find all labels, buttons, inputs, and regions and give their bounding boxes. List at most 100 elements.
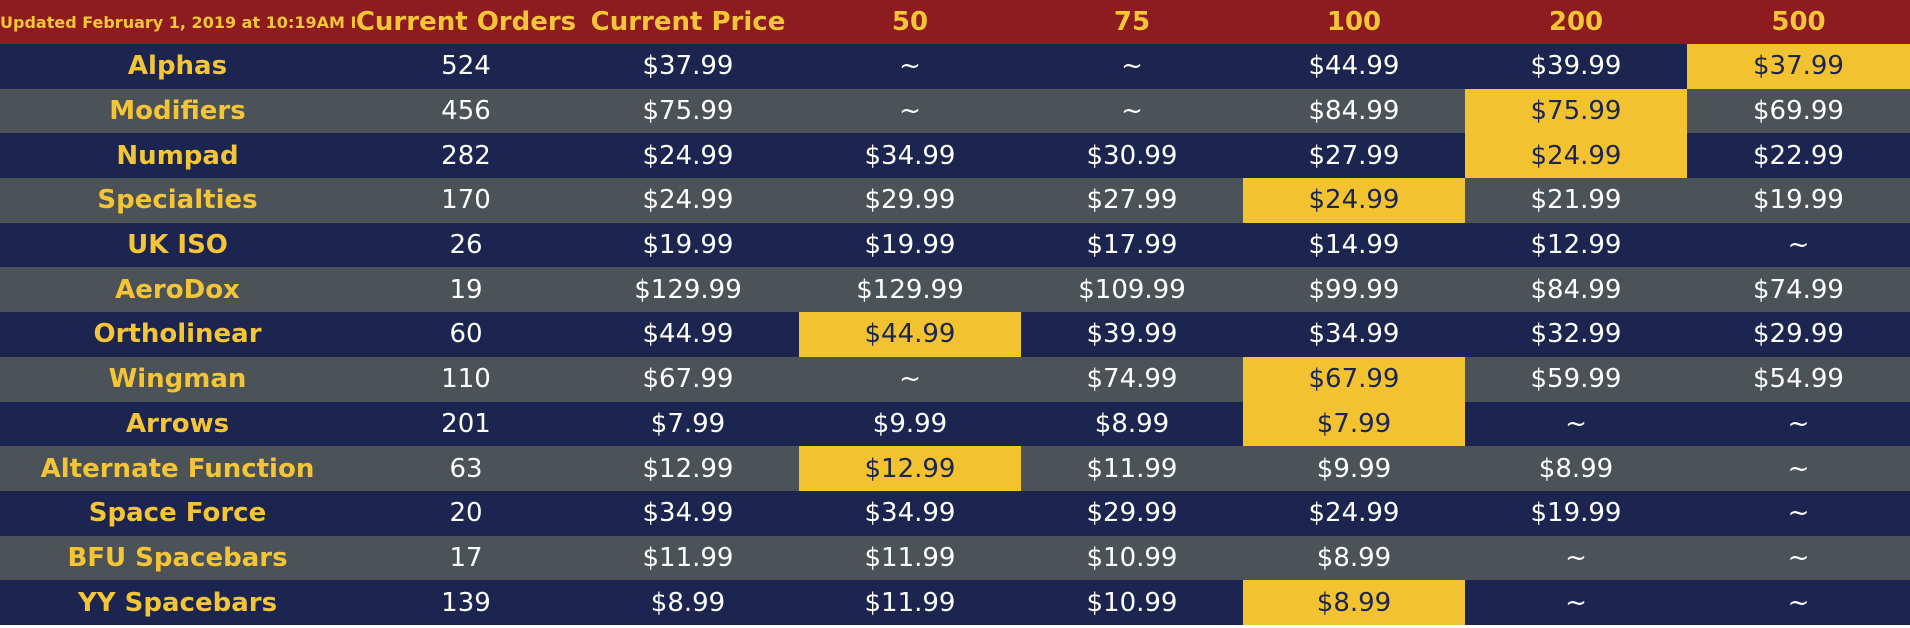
- tier-100-price-cell: $24.99: [1243, 490, 1465, 536]
- tier-75-price-cell: $109.99: [1021, 267, 1243, 313]
- header-tier-100: 100: [1243, 0, 1465, 44]
- table-row: Ortholinear 60 $44.99 $44.99 $39.99 $34.99 $32…: [0, 312, 1910, 357]
- product-name: Modifiers: [0, 88, 355, 134]
- tier-500-price-cell: ~: [1687, 535, 1910, 581]
- tier-100-price-cell: $24.99: [1243, 178, 1465, 223]
- current-orders-cell: 282: [355, 133, 577, 179]
- tier-500-price-cell: ~: [1687, 490, 1910, 536]
- tier-500-price-cell: ~: [1687, 401, 1910, 447]
- tier-500-price-cell: ~: [1687, 446, 1910, 491]
- tier-200-price-cell: $59.99: [1465, 356, 1687, 402]
- product-name: AeroDox: [0, 267, 355, 313]
- current-orders-cell: 60: [355, 312, 577, 357]
- header-current-orders: Current Orders: [355, 0, 577, 44]
- table-row: Space Force 20 $34.99 $34.99 $29.99 $24.99 $19…: [0, 490, 1910, 536]
- product-name: Numpad: [0, 133, 355, 179]
- tier-75-price-cell: $27.99: [1021, 178, 1243, 223]
- current-price-cell: $34.99: [577, 490, 799, 536]
- tier-200-price-cell: $32.99: [1465, 312, 1687, 357]
- current-price-cell: $19.99: [577, 222, 799, 268]
- tier-200-price-cell: $39.99: [1465, 44, 1687, 89]
- product-name: Alternate Function: [0, 446, 355, 491]
- header-row: Updated February 1, 2019 at 10:19AM PT. …: [0, 0, 1910, 44]
- tier-500-price-cell: $54.99: [1687, 356, 1910, 402]
- tier-200-price-cell: $21.99: [1465, 178, 1687, 223]
- tier-100-price-cell: $14.99: [1243, 222, 1465, 268]
- product-name: YY Spacebars: [0, 580, 355, 625]
- tier-50-price-cell: $11.99: [799, 580, 1021, 625]
- tier-100-price-cell: $84.99: [1243, 88, 1465, 134]
- current-price-cell: $37.99: [577, 44, 799, 89]
- tier-50-price-cell: ~: [799, 88, 1021, 134]
- tier-50-price-cell: $9.99: [799, 401, 1021, 447]
- tier-50-price-cell: ~: [799, 44, 1021, 89]
- tier-500-price-cell: $19.99: [1687, 178, 1910, 223]
- tier-75-price-cell: $10.99: [1021, 580, 1243, 625]
- tier-100-price-cell: $9.99: [1243, 446, 1465, 491]
- current-price-cell: $24.99: [577, 178, 799, 223]
- product-name: Space Force: [0, 490, 355, 536]
- tier-100-price-cell: $99.99: [1243, 267, 1465, 313]
- tier-500-price-cell: $29.99: [1687, 312, 1910, 357]
- tier-50-price-cell: ~: [799, 356, 1021, 402]
- current-price-cell: $75.99: [577, 88, 799, 134]
- current-orders-cell: 63: [355, 446, 577, 491]
- tier-75-price-cell: ~: [1021, 88, 1243, 134]
- current-orders-cell: 139: [355, 580, 577, 625]
- tier-200-price-cell: $8.99: [1465, 446, 1687, 491]
- tier-500-price-cell: ~: [1687, 222, 1910, 268]
- header-tier-75: 75: [1021, 0, 1243, 44]
- table-row: Specialties 170 $24.99 $29.99 $27.99 $24.99 $2…: [0, 178, 1910, 223]
- tier-50-price-cell: $12.99: [799, 446, 1021, 491]
- tier-200-price-cell: $84.99: [1465, 267, 1687, 313]
- header-current-price: Current Price: [577, 0, 799, 44]
- current-orders-cell: 17: [355, 535, 577, 581]
- product-name: Alphas: [0, 44, 355, 89]
- tier-50-price-cell: $34.99: [799, 133, 1021, 179]
- tier-100-price-cell: $34.99: [1243, 312, 1465, 357]
- tier-75-price-cell: ~: [1021, 44, 1243, 89]
- table-row: Wingman 110 $67.99 ~ $74.99 $67.99 $59.99 $54.9…: [0, 356, 1910, 402]
- tier-500-price-cell: $22.99: [1687, 133, 1910, 179]
- tier-200-price-cell: $75.99: [1465, 88, 1687, 134]
- current-orders-cell: 20: [355, 490, 577, 536]
- current-orders-cell: 110: [355, 356, 577, 402]
- product-name: BFU Spacebars: [0, 535, 355, 581]
- tier-50-price-cell: $44.99: [799, 312, 1021, 357]
- product-name: Ortholinear: [0, 312, 355, 357]
- table-row: UK ISO 26 $19.99 $19.99 $17.99 $14.99 $12.99 ~: [0, 222, 1910, 268]
- tier-500-price-cell: $69.99: [1687, 88, 1910, 134]
- tier-200-price-cell: $12.99: [1465, 222, 1687, 268]
- tier-200-price-cell: ~: [1465, 580, 1687, 625]
- tier-200-price-cell: $24.99: [1465, 133, 1687, 179]
- table-row: Arrows 201 $7.99 $9.99 $8.99 $7.99 ~ ~: [0, 401, 1910, 447]
- product-name: Arrows: [0, 401, 355, 447]
- current-orders-cell: 201: [355, 401, 577, 447]
- tier-50-price-cell: $34.99: [799, 490, 1021, 536]
- current-price-cell: $12.99: [577, 446, 799, 491]
- tier-200-price-cell: $19.99: [1465, 490, 1687, 536]
- tier-50-price-cell: $129.99: [799, 267, 1021, 313]
- current-price-cell: $44.99: [577, 312, 799, 357]
- table-row: AeroDox 19 $129.99 $129.99 $109.99 $99.99 $84.…: [0, 267, 1910, 313]
- tier-200-price-cell: ~: [1465, 401, 1687, 447]
- current-orders-cell: 26: [355, 222, 577, 268]
- table-row: BFU Spacebars 17 $11.99 $11.99 $10.99 $8.99 ~ ~: [0, 535, 1910, 581]
- tier-75-price-cell: $74.99: [1021, 356, 1243, 402]
- product-name: Specialties: [0, 178, 355, 223]
- tier-75-price-cell: $10.99: [1021, 535, 1243, 581]
- tier-200-price-cell: ~: [1465, 535, 1687, 581]
- tier-100-price-cell: $44.99: [1243, 44, 1465, 89]
- current-price-cell: $67.99: [577, 356, 799, 402]
- table-row: Modifiers 456 $75.99 ~ ~ $84.99 $75.99 $69.99: [0, 88, 1910, 134]
- tier-500-price-cell: ~: [1687, 580, 1910, 625]
- tier-75-price-cell: $8.99: [1021, 401, 1243, 447]
- tier-100-price-cell: $27.99: [1243, 133, 1465, 179]
- table-row: YY Spacebars 139 $8.99 $11.99 $10.99 $8.99 ~ ~: [0, 580, 1910, 625]
- tier-75-price-cell: $29.99: [1021, 490, 1243, 536]
- tier-50-price-cell: $19.99: [799, 222, 1021, 268]
- table-row: Alternate Function 63 $12.99 $12.99 $11.99 $9…: [0, 446, 1910, 491]
- tier-75-price-cell: $39.99: [1021, 312, 1243, 357]
- tier-100-price-cell: $67.99: [1243, 356, 1465, 402]
